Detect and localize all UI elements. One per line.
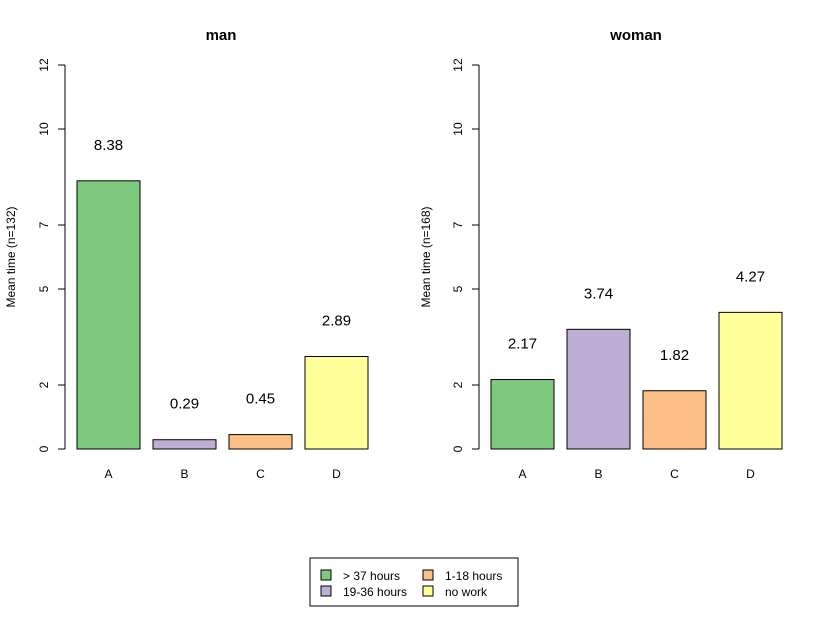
- value-label: 8.38: [94, 137, 123, 154]
- value-label: 1.82: [660, 347, 689, 364]
- bar: [304, 356, 369, 450]
- chart-panel-woman: woman Mean time (n=168) 0 2 5 7 10 12 2.17 A 3.…: [419, 27, 783, 481]
- legend-label: > 37 hours: [343, 569, 400, 583]
- value-label: 2.17: [508, 336, 537, 353]
- y-axis: 0 2 5 7 10 12: [37, 58, 66, 452]
- chart-title: woman: [609, 27, 662, 44]
- value-label: 0.45: [246, 391, 275, 408]
- legend-swatch: [320, 585, 332, 597]
- x-tick-label: B: [180, 467, 188, 481]
- y-tick-label: 12: [451, 58, 465, 72]
- x-tick-label: C: [670, 467, 679, 481]
- bar: [718, 311, 783, 450]
- bar: [152, 439, 217, 450]
- y-tick-label: 2: [37, 381, 51, 388]
- legend: > 37 hours 19-36 hours 1-18 hours no wor…: [309, 557, 519, 607]
- x-tick-label: A: [104, 467, 112, 481]
- y-tick-label: 2: [451, 381, 465, 388]
- legend-swatch: [422, 585, 434, 597]
- y-tick-label: 10: [37, 122, 51, 136]
- y-tick-label: 5: [37, 285, 51, 292]
- x-tick-label: B: [594, 467, 602, 481]
- chart-panel-man: man Mean time (n=132) 0 2 5 7 10 12 8.38 A 0.29…: [4, 27, 369, 481]
- x-tick-label: A: [518, 467, 526, 481]
- legend-label: no work: [445, 585, 488, 599]
- x-tick-label: D: [332, 467, 341, 481]
- bar-group: 2.17 A 3.74 B 1.82 C 4.27 D: [490, 268, 783, 481]
- y-axis-label: Mean time (n=132): [4, 206, 18, 307]
- x-tick-label: C: [256, 467, 265, 481]
- y-axis-label: Mean time (n=168): [419, 206, 433, 307]
- legend-box: [309, 557, 519, 607]
- value-label: 0.29: [170, 396, 199, 413]
- legend-label: 1-18 hours: [445, 569, 502, 583]
- legend-swatch: [320, 569, 332, 581]
- y-axis: 0 2 5 7 10 12: [451, 58, 480, 452]
- chart-title: man: [206, 27, 237, 44]
- value-label: 2.89: [322, 313, 351, 330]
- y-tick-label: 7: [451, 221, 465, 228]
- y-tick-label: 5: [451, 285, 465, 292]
- y-tick-label: 0: [451, 445, 465, 452]
- y-tick-label: 12: [37, 58, 51, 72]
- bar: [76, 180, 141, 450]
- bar: [642, 390, 707, 450]
- bar-group: 8.38 A 0.29 B 0.45 C 2.89 D: [76, 137, 369, 481]
- bar: [490, 379, 555, 450]
- value-label: 4.27: [736, 268, 765, 285]
- x-tick-label: D: [746, 467, 755, 481]
- bar: [228, 434, 293, 450]
- y-tick-label: 7: [37, 221, 51, 228]
- value-label: 3.74: [584, 285, 613, 302]
- legend-swatch: [422, 569, 434, 581]
- legend-label: 19-36 hours: [343, 585, 407, 599]
- y-tick-label: 0: [37, 445, 51, 452]
- y-tick-label: 10: [451, 122, 465, 136]
- bar: [566, 328, 631, 450]
